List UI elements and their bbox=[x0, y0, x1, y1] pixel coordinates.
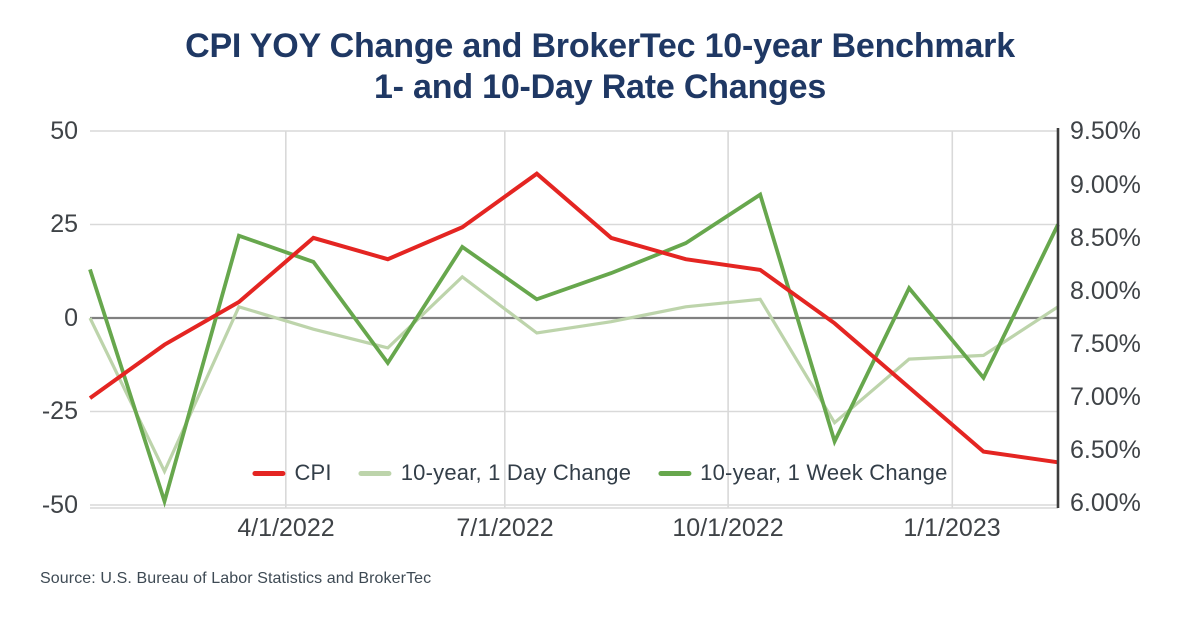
x-tick-oct-2022: 10/1/2022 bbox=[672, 514, 784, 542]
source-note: Source: U.S. Bureau of Labor Statistics … bbox=[40, 570, 432, 587]
chart-title: CPI YOY Change and BrokerTec 10-year Ben… bbox=[0, 26, 1200, 108]
legend-swatch-cpi-icon bbox=[252, 470, 286, 476]
y-left-tick-25: 25 bbox=[50, 210, 78, 238]
legend-label-1-day-change: 10-year, 1 Day Change bbox=[400, 460, 632, 485]
y-right-tick-600: 6.00% bbox=[1070, 489, 1141, 517]
y-left-tick-n50: -50 bbox=[41, 491, 78, 519]
legend-swatch-1-day-icon bbox=[358, 470, 392, 476]
legend-item-1-week-change: 10-year, 1 Week Change bbox=[658, 460, 947, 486]
chart-title-line2: 1- and 10-Day Rate Changes bbox=[373, 68, 827, 106]
y-right-tick-850: 8.50% bbox=[1070, 224, 1141, 252]
y-right-tick-950: 9.50% bbox=[1070, 117, 1141, 145]
y-right-tick-900: 9.00% bbox=[1070, 171, 1141, 199]
chart-title-line1: CPI YOY Change and BrokerTec 10-year Ben… bbox=[185, 27, 1015, 65]
y-right-tick-800: 8.00% bbox=[1070, 277, 1141, 305]
y-left-tick-n25: -25 bbox=[41, 397, 78, 425]
legend-item-1-day-change: 10-year, 1 Day Change bbox=[358, 460, 632, 486]
x-tick-jul-2022: 7/1/2022 bbox=[456, 514, 554, 542]
y-right-tick-750: 7.50% bbox=[1070, 330, 1141, 358]
legend-label-cpi: CPI bbox=[294, 460, 332, 485]
y-left-tick-50: 50 bbox=[50, 117, 78, 145]
y-right-tick-650: 6.50% bbox=[1070, 436, 1141, 464]
y-left-tick-0: 0 bbox=[64, 304, 78, 332]
chart-legend: CPI 10-year, 1 Day Change 10-year, 1 Wee… bbox=[252, 460, 947, 486]
x-tick-apr-2022: 4/1/2022 bbox=[237, 514, 335, 542]
legend-swatch-1-week-icon bbox=[658, 470, 692, 476]
x-tick-jan-2023: 1/1/2023 bbox=[903, 514, 1001, 542]
y-right-tick-700: 7.00% bbox=[1070, 383, 1141, 411]
legend-item-cpi: CPI bbox=[252, 460, 332, 486]
legend-label-1-week-change: 10-year, 1 Week Change bbox=[700, 460, 948, 485]
